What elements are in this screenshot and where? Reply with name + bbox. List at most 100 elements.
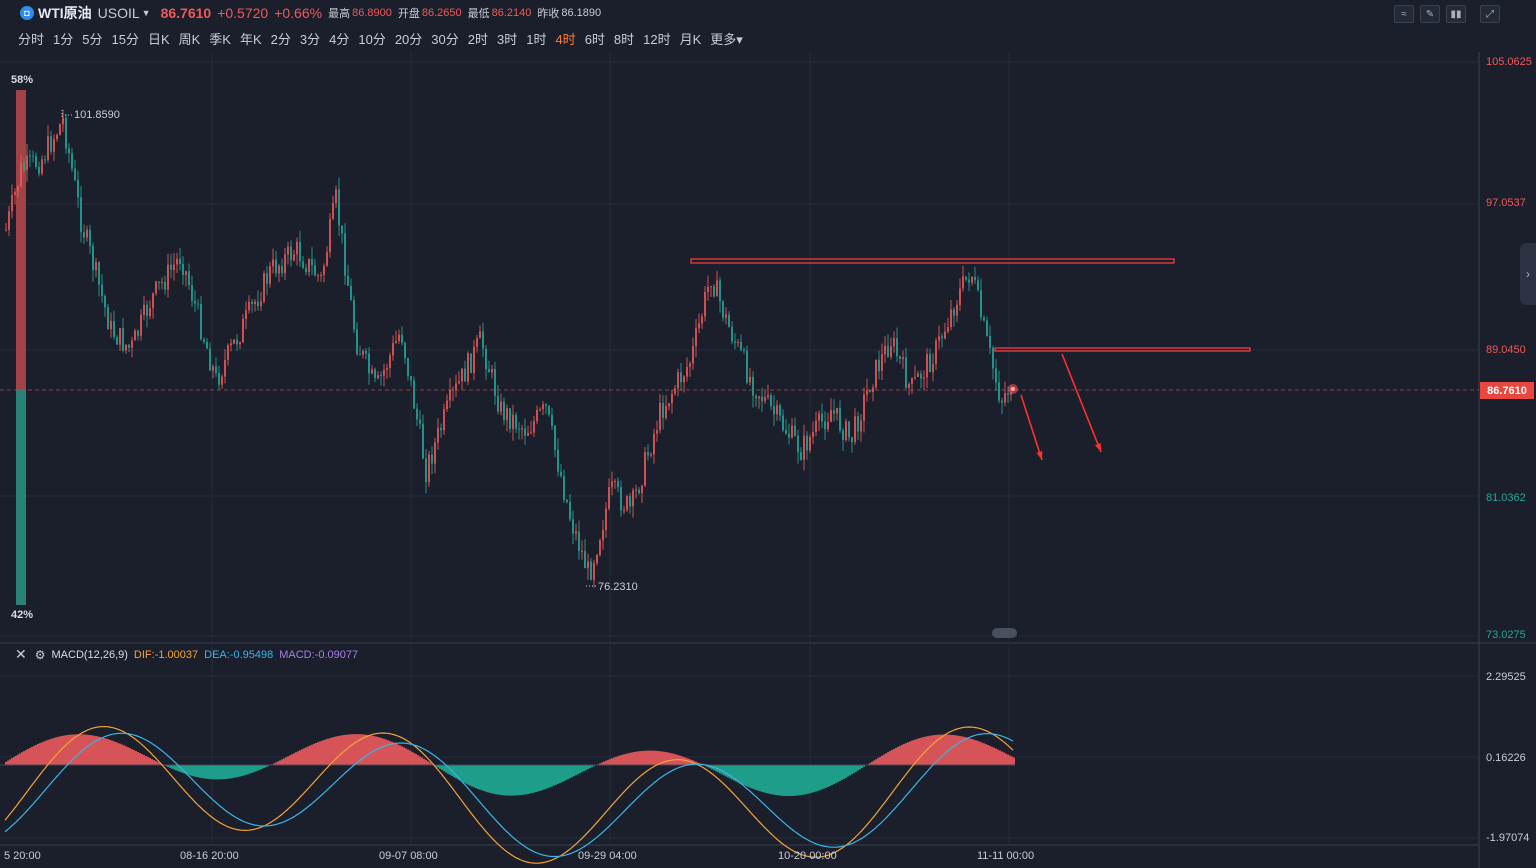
period-tab[interactable]: 15分 xyxy=(111,32,139,47)
draw-tool-icon[interactable]: ✎ xyxy=(1420,5,1440,23)
macd-histogram-bar xyxy=(991,746,993,765)
down-arrow xyxy=(1020,394,1043,461)
candle-body xyxy=(71,153,73,169)
candle-body xyxy=(584,550,586,569)
candle-body xyxy=(722,301,724,318)
prev-close-value: 86.1890 xyxy=(561,7,602,19)
candle-body xyxy=(833,410,835,414)
period-tab[interactable]: 更多▾ xyxy=(710,32,743,47)
macd-histogram-bar xyxy=(667,752,669,765)
macd-histogram-bar xyxy=(35,744,37,765)
period-tab[interactable]: 2分 xyxy=(270,32,291,47)
candle-body xyxy=(563,476,565,500)
macd-histogram-bar xyxy=(257,765,259,771)
close-indicator-icon[interactable]: ✕ xyxy=(15,646,27,662)
expand-panel-chevron-icon[interactable]: › xyxy=(1520,243,1536,305)
candle-body xyxy=(629,496,631,507)
macd-histogram-bar xyxy=(631,752,633,765)
candle-body xyxy=(395,340,397,343)
period-tab[interactable]: 8时 xyxy=(613,32,635,47)
time-axis-tick: 08-16 20:00 xyxy=(180,850,239,862)
macd-histogram-bar xyxy=(509,765,511,796)
period-tab[interactable]: 年K xyxy=(239,32,262,47)
candle-body xyxy=(761,396,763,402)
macd-histogram-bar xyxy=(65,735,67,765)
candle-body xyxy=(182,263,184,275)
period-tab[interactable]: 6时 xyxy=(584,32,605,47)
candle-body xyxy=(890,346,892,357)
candle-body xyxy=(359,354,361,356)
macd-histogram-bar xyxy=(347,734,349,765)
macd-histogram-bar xyxy=(419,756,421,765)
candle-body xyxy=(416,408,418,420)
fullscreen-icon[interactable]: ⤢ xyxy=(1480,5,1500,23)
macd-histogram-bar xyxy=(353,734,355,765)
macd-histogram-bar xyxy=(199,765,201,778)
macd-histogram-bar xyxy=(237,765,239,778)
candle-body xyxy=(149,308,151,317)
candle-body xyxy=(266,273,268,284)
period-tab[interactable]: 1分 xyxy=(53,32,74,47)
macd-histogram-bar xyxy=(519,765,521,796)
macd-histogram-bar xyxy=(259,765,261,770)
macd-histogram-bar xyxy=(755,765,757,790)
period-tab[interactable]: 季K xyxy=(209,32,231,47)
macd-histogram-bar xyxy=(973,739,975,765)
candle-body xyxy=(539,409,541,411)
period-tab[interactable]: 5分 xyxy=(82,32,103,47)
candle-body xyxy=(569,501,571,520)
candle-body xyxy=(17,186,19,192)
macd-histogram-bar xyxy=(669,752,671,765)
macd-histogram-bar xyxy=(661,751,663,765)
macd-histogram-bar xyxy=(967,737,969,765)
candle-body xyxy=(113,321,115,338)
macd-histogram-bar xyxy=(39,743,41,765)
time-axis-tick: 10-20 00:00 xyxy=(778,850,837,862)
macd-histogram-bar xyxy=(29,747,31,765)
macd-histogram-bar xyxy=(921,737,923,765)
macd-histogram-bar xyxy=(573,765,575,777)
candle-body xyxy=(332,203,334,220)
macd-histogram-bar xyxy=(143,755,145,765)
indicator-settings-gear-icon[interactable]: ⚙ xyxy=(34,647,46,662)
candle-body xyxy=(83,232,85,238)
period-tab[interactable]: 12时 xyxy=(643,32,671,47)
period-tab[interactable]: 10分 xyxy=(358,32,386,47)
candle-body xyxy=(125,344,127,351)
candle-body xyxy=(779,405,781,416)
period-tab[interactable]: 日K xyxy=(147,32,170,47)
macd-histogram-bar xyxy=(799,765,801,796)
indicator-tool-icon[interactable]: ≈ xyxy=(1394,5,1414,23)
down-arrow-head xyxy=(1036,451,1043,460)
candle-body xyxy=(305,267,307,273)
period-tab[interactable]: 月K xyxy=(679,32,702,47)
period-tab[interactable]: 周K xyxy=(178,32,201,47)
macd-histogram-bar xyxy=(671,753,673,765)
period-tab[interactable]: 分时 xyxy=(18,32,45,47)
chart-scroll-handle[interactable] xyxy=(992,628,1017,638)
candle-body xyxy=(707,286,709,292)
candle-body xyxy=(80,197,82,233)
period-tab[interactable]: 4分 xyxy=(329,32,350,47)
period-tab[interactable]: 2时 xyxy=(467,32,488,47)
candle-body xyxy=(932,364,934,373)
macd-histogram-bar xyxy=(423,758,425,765)
macd-histogram-bar xyxy=(733,765,735,781)
candle-style-icon[interactable]: ▮▮ xyxy=(1446,5,1466,23)
macd-histogram-bar xyxy=(737,765,739,783)
macd-histogram-bar xyxy=(299,750,301,765)
macd-histogram-bar xyxy=(965,737,967,765)
symbol-dropdown-chevron-icon[interactable]: ▼ xyxy=(141,8,151,18)
period-tab[interactable]: 4时 xyxy=(555,32,576,47)
period-tab[interactable]: 20分 xyxy=(394,32,423,47)
macd-histogram-bar xyxy=(19,753,21,765)
price-axis-tick: 89.0450 xyxy=(1486,344,1526,356)
period-tab[interactable]: 3分 xyxy=(299,32,321,47)
period-tab[interactable]: 30分 xyxy=(431,32,459,47)
period-tab[interactable]: 1时 xyxy=(526,32,547,47)
symbol-code[interactable]: USOIL xyxy=(97,5,140,21)
macd-histogram-bar xyxy=(989,745,991,765)
candle-body xyxy=(512,414,514,429)
period-tab[interactable]: 3时 xyxy=(496,32,518,47)
